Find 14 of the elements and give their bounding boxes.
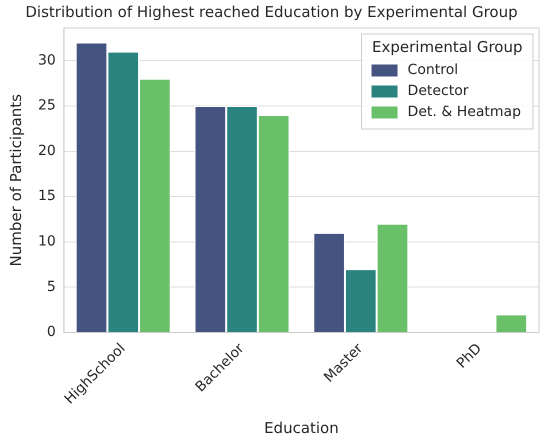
legend-title: Experimental Group [372, 38, 523, 56]
legend-label: Det. & Heatmap [408, 104, 522, 120]
chart-title: Distribution of Highest reached Education by Experimental Group [25, 2, 518, 21]
y-axis-title: Number of Participants [6, 94, 25, 266]
legend-label: Detector [408, 83, 469, 100]
y-tick-label: 25 [38, 98, 56, 114]
y-tick-label: 5 [46, 278, 56, 295]
y-tick-label: 0 [46, 324, 56, 340]
legend-label: Control [408, 62, 458, 78]
y-tick-label: 20 [38, 142, 56, 159]
y-tick-label: 15 [38, 188, 56, 204]
y-tick-label: 30 [38, 52, 56, 68]
y-tick-label: 10 [38, 234, 56, 250]
x-axis-title: Education [264, 418, 339, 437]
